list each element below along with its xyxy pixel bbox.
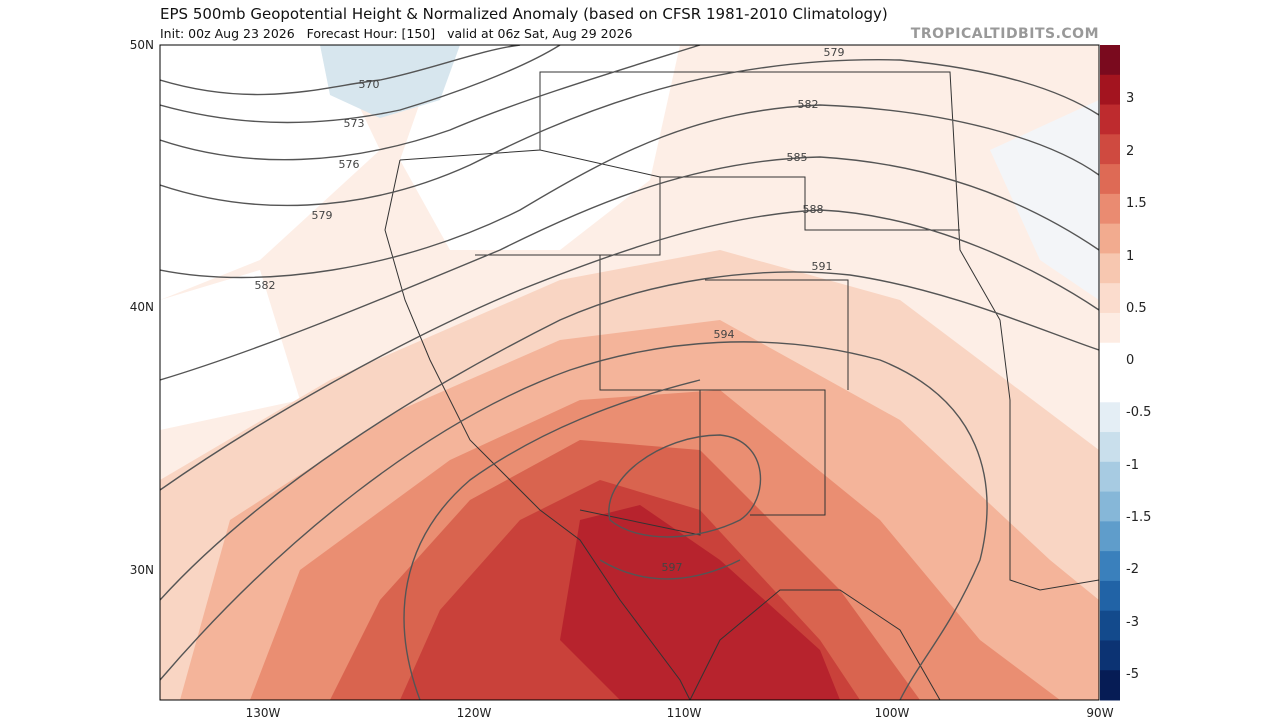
- lon-label: 100W: [875, 706, 910, 720]
- watermark: TROPICALTIDBITS.COM: [911, 26, 1099, 42]
- lat-labels: 50N 40N 30N: [130, 38, 154, 577]
- colorbar-cell: [1100, 521, 1120, 552]
- contour-label: 597: [662, 561, 683, 574]
- colorbar-cell: [1100, 580, 1120, 612]
- colorbar-cell: [1100, 670, 1120, 701]
- colorbar-label: 1.5: [1126, 196, 1147, 211]
- lon-labels: 130W 120W 110W 100W 90W: [246, 706, 1114, 720]
- colorbar-label: -3: [1126, 615, 1139, 630]
- colorbar-cell: [1100, 461, 1120, 493]
- contour-label: 591: [812, 260, 833, 273]
- contour-label: 570: [359, 78, 380, 91]
- lat-label: 40N: [130, 300, 154, 314]
- lon-label: 130W: [246, 706, 281, 720]
- colorbar-cell: [1100, 283, 1120, 314]
- contour-label: 588: [803, 203, 824, 216]
- colorbar-cell: [1100, 134, 1120, 165]
- colorbar-cell: [1100, 610, 1120, 641]
- lat-label: 50N: [130, 38, 154, 52]
- colorbar-labels: 3 2 1.5 1 0.5 0 -0.5 -1 -1.5 -2 -3 -5: [1126, 91, 1151, 682]
- colorbar-cell: [1100, 640, 1120, 671]
- colorbar-label: -1.5: [1126, 510, 1151, 525]
- map: [160, 45, 1099, 700]
- colorbar-cell: [1100, 223, 1120, 254]
- lat-label: 30N: [130, 563, 154, 577]
- title: EPS 500mb Geopotential Height & Normaliz…: [160, 5, 888, 23]
- colorbar-label: 1: [1126, 249, 1134, 264]
- colorbar-label: 0: [1126, 353, 1134, 368]
- colorbar-label: 3: [1126, 91, 1134, 106]
- colorbar-cell: [1100, 74, 1120, 106]
- contour-label: 576: [339, 158, 360, 171]
- contour-labels: 570 573 576 579 582 579 582 585 588 591 …: [255, 46, 845, 574]
- colorbar-cell: [1100, 432, 1120, 463]
- contour-label: 573: [344, 117, 365, 130]
- contour-label: 594: [714, 328, 735, 341]
- colorbar-label: -0.5: [1126, 405, 1151, 420]
- colorbar-cell: [1100, 372, 1120, 403]
- map-frame: [159, 44, 1100, 701]
- colorbar-label: -2: [1126, 562, 1139, 577]
- contour-label: 585: [787, 151, 808, 164]
- colorbar-cell: [1100, 193, 1120, 225]
- colorbar-cell: [1100, 104, 1120, 135]
- lon-label: 90W: [1086, 706, 1113, 720]
- colorbar: [1100, 45, 1120, 701]
- contour-label: 582: [255, 279, 276, 292]
- contour-label: 579: [824, 46, 845, 59]
- colorbar-label: -5: [1126, 667, 1139, 682]
- colorbar-label: -1: [1126, 458, 1139, 473]
- contour-label: 582: [798, 98, 819, 111]
- colorbar-cell: [1100, 253, 1120, 284]
- colorbar-cell: [1100, 312, 1120, 344]
- subtitle: Init: 00z Aug 23 2026 Forecast Hour: [15…: [160, 26, 633, 41]
- colorbar-cell: [1100, 45, 1120, 76]
- colorbar-cell: [1100, 551, 1120, 582]
- colorbar-cell: [1100, 342, 1120, 373]
- colorbar-cell: [1100, 402, 1120, 433]
- colorbar-label: 2: [1126, 144, 1134, 159]
- colorbar-cell: [1100, 491, 1120, 522]
- colorbar-label: 0.5: [1126, 301, 1147, 316]
- contour-label: 579: [312, 209, 333, 222]
- colorbar-cell: [1100, 164, 1120, 195]
- lon-label: 120W: [457, 706, 492, 720]
- lon-label: 110W: [667, 706, 702, 720]
